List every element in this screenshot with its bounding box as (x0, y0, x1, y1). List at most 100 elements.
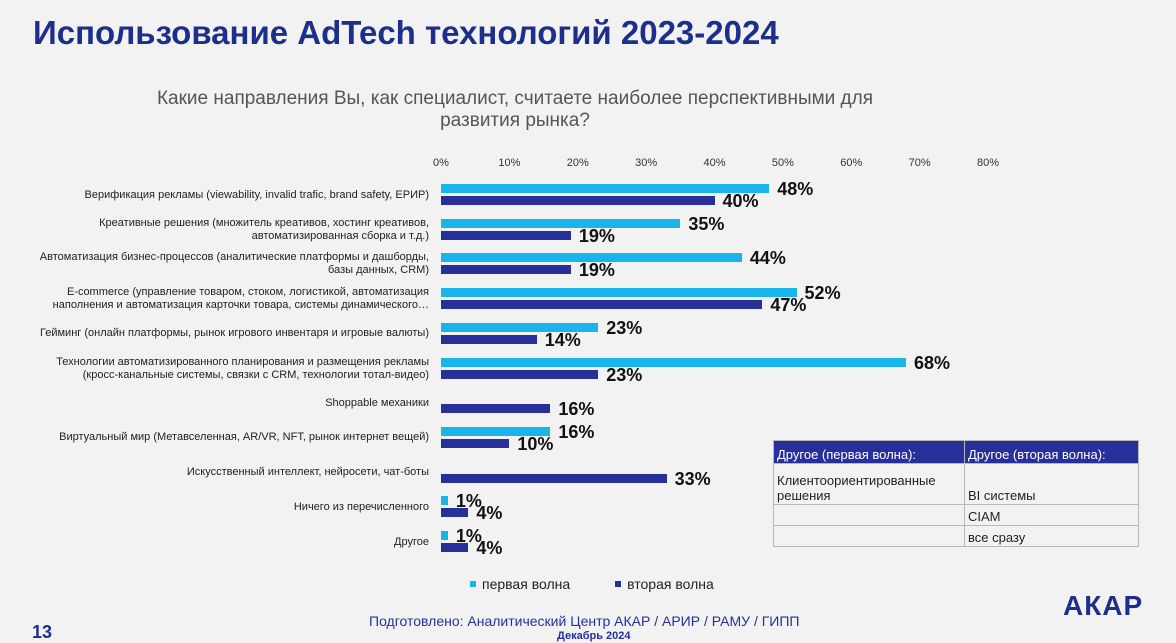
bar-first-wave (441, 496, 448, 506)
bar-first-wave (441, 253, 742, 263)
bar-first-wave (441, 357, 906, 367)
table-cell: BI системы (964, 463, 1139, 505)
data-label: 1% (455, 491, 482, 512)
category-label-line: Креативные решения (множитель креативов,… (99, 216, 429, 229)
category-label: Автоматизация бизнес-процессов (аналитич… (9, 251, 429, 277)
table-header-row: Другое (первая волна): Другое (вторая во… (773, 440, 1139, 464)
legend-swatch-second-wave (615, 581, 622, 587)
x-tick-label: 50% (771, 157, 794, 169)
table-cell (773, 504, 965, 526)
category-label-line: Автоматизация бизнес-процессов (аналитич… (39, 251, 429, 264)
bar-first-wave (441, 322, 599, 332)
bar-second-wave (441, 404, 551, 414)
bar-second-wave (441, 300, 763, 310)
category-label: Другое (9, 536, 429, 549)
category-label-line: (кросс-канальные системы, связки с CRM, … (82, 368, 429, 381)
category-label: Верификация рекламы (viewability, invali… (9, 189, 429, 202)
category-label-line: базы данных, CRM) (328, 264, 429, 277)
table-cell: все сразу (964, 525, 1139, 547)
footer-credits: Подготовлено: Аналитический Центр АКАР /… (369, 613, 800, 629)
data-label: 48% (777, 179, 814, 199)
x-tick-label: 0% (433, 157, 449, 169)
bar-first-wave (441, 184, 770, 193)
category-label-line: Виртуальный мир (Метавселенная, AR/VR, N… (59, 431, 429, 444)
category-label-line: E-commerce (управление товаром, стоком, … (66, 286, 429, 299)
bar-second-wave (441, 473, 667, 483)
table-header-first-wave: Другое (первая волна): (773, 440, 965, 464)
x-tick-label: 10% (498, 157, 521, 169)
category-label-line: Другое (394, 535, 429, 548)
bar-second-wave (441, 334, 537, 344)
bar-first-wave (441, 218, 681, 228)
category-label-line: Гейминг (онлайн платформы, рынок игровог… (40, 327, 429, 340)
data-label: 68% (913, 352, 950, 373)
data-label: 40% (722, 191, 759, 211)
bar-second-wave (441, 543, 469, 552)
table-row: все сразу (773, 525, 1139, 547)
table-cell (773, 525, 965, 547)
x-tick-label: 30% (635, 157, 658, 169)
page-number: 13 (32, 622, 53, 642)
category-label: E-commerce (управление товаром, стоком, … (9, 286, 429, 312)
category-label: Искусственный интеллект, нейросети, чат-… (9, 466, 429, 479)
data-label: 16% (558, 399, 595, 420)
bar-second-wave (441, 196, 715, 205)
table-row: Клиентоориентированные решения BI систем… (773, 463, 1139, 505)
bar-first-wave (441, 426, 551, 436)
x-tick-label: 20% (566, 157, 589, 169)
category-label-line: наполнения и автоматизация карточки това… (52, 299, 429, 312)
footer-date: Декабрь 2024 (557, 630, 631, 642)
chart-title: Какие направления Вы, как специалист, сч… (156, 88, 874, 131)
bar-second-wave (441, 508, 469, 518)
category-label: Гейминг (онлайн платформы, рынок игровог… (9, 327, 429, 340)
category-label-line: Верификация рекламы (viewability, invali… (84, 188, 429, 201)
data-label: 44% (749, 248, 786, 269)
data-label: 4% (476, 538, 503, 558)
akar-logo: АКАР (1063, 590, 1144, 621)
legend-item-second-wave: вторая волна (615, 576, 714, 592)
category-label-line: Shoppable механики (325, 396, 429, 409)
x-tick-label: 60% (840, 157, 863, 169)
data-label: 16% (558, 421, 595, 442)
category-label: Технологии автоматизированного планирова… (9, 356, 429, 382)
bar-first-wave (441, 531, 448, 540)
data-label: 10% (517, 433, 554, 454)
category-label-line: Искусственный интеллект, нейросети, чат-… (186, 466, 429, 479)
data-label: 47% (770, 295, 807, 316)
data-label: 14% (544, 329, 581, 350)
table-cell: Клиентоориентированные решения (773, 463, 965, 505)
data-label: 4% (476, 503, 503, 524)
bar-first-wave (441, 288, 797, 298)
category-label-line: Технологии автоматизированного планирова… (56, 355, 429, 368)
legend-label-second-wave: вторая волна (627, 576, 714, 592)
category-label: Ничего из перечисленного (9, 501, 429, 514)
bar-second-wave (441, 438, 510, 448)
category-label: Виртуальный мир (Метавселенная, AR/VR, N… (9, 431, 429, 444)
bar-second-wave (441, 230, 571, 240)
x-tick-label: 80% (976, 157, 1000, 169)
table-cell: CIAM (964, 504, 1139, 526)
category-label-line: Ничего из перечисленного (293, 500, 429, 513)
legend-item-first-wave: первая волна (470, 576, 570, 592)
data-label: 23% (606, 317, 643, 338)
x-tick-label: 70% (908, 157, 931, 169)
legend-swatch-first-wave (470, 581, 476, 587)
category-label: Shoppable механики (9, 397, 429, 410)
table-row: CIAM (773, 504, 1139, 526)
page-title: Использование AdTech технологий 2023-202… (33, 14, 779, 51)
data-label: 35% (688, 213, 725, 234)
table-header-second-wave: Другое (вторая волна): (964, 440, 1139, 464)
chart-legend: первая волна вторая волна (470, 576, 714, 592)
bar-second-wave (441, 265, 571, 275)
data-label: 19% (578, 225, 615, 246)
category-label-line: автоматизированная сборка и т.д.) (251, 229, 429, 242)
x-tick-label: 40% (703, 157, 726, 169)
data-label: 1% (455, 526, 482, 546)
data-label: 19% (578, 260, 615, 281)
data-label: 33% (674, 468, 711, 489)
other-answers-table: Другое (первая волна): Другое (вторая во… (773, 440, 1139, 547)
legend-label-first-wave: первая волна (482, 576, 571, 592)
data-label: 52% (804, 283, 841, 304)
data-label: 23% (606, 364, 643, 385)
bar-second-wave (441, 369, 599, 379)
